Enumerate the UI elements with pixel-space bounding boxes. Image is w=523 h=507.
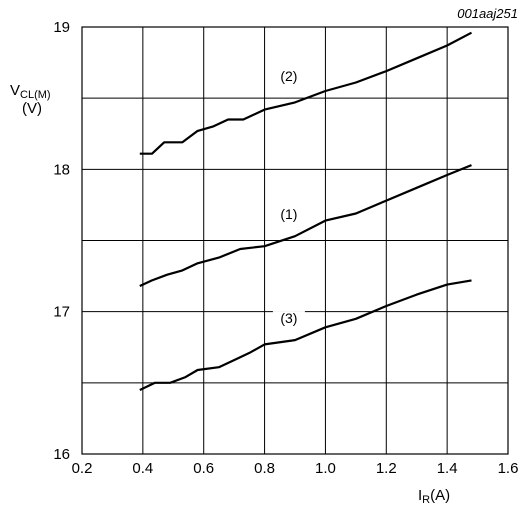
- x-tick-label: 1.4: [437, 460, 458, 477]
- y-axis-label-sub: CL(M): [20, 89, 51, 101]
- curve-label-bg: [272, 207, 305, 225]
- x-axis-label-main: I: [418, 487, 422, 504]
- curve-label-bg: [272, 69, 305, 87]
- curve-label: (2): [280, 68, 297, 84]
- y-axis-label-main: V: [10, 82, 20, 99]
- x-tick-label: 0.6: [193, 460, 214, 477]
- curve-label: (3): [280, 310, 297, 326]
- y-tick-label: 17: [53, 304, 70, 321]
- y-axis-unit: (V): [22, 100, 42, 117]
- curve-label: (1): [280, 206, 297, 222]
- labels-layer: 0.2 0.4 0.6 0.8 1.0 1.2 1.4 1.6 16 17 18 19 (2) (1) (3…: [53, 19, 518, 477]
- series-line-3: [139, 279, 472, 391]
- x-axis-label: IR(A): [418, 487, 450, 506]
- x-tick-label: 1.0: [315, 460, 336, 477]
- grid: [81, 26, 509, 455]
- figure-reference: 001aaj251: [457, 6, 518, 21]
- series-layer: [139, 31, 473, 391]
- y-axis-label: VCL(M): [10, 82, 51, 101]
- x-axis-label-sub: R: [422, 494, 430, 506]
- plot-frame: [81, 26, 509, 455]
- series-line-1: [139, 31, 473, 155]
- y-tick-label: 19: [53, 19, 70, 36]
- x-tick-label: 1.6: [498, 460, 519, 477]
- x-tick-label: 0.8: [254, 460, 275, 477]
- x-tick-label: 0.4: [132, 460, 153, 477]
- x-axis-label-unit: (A): [430, 487, 450, 504]
- series-line-2: [139, 164, 472, 287]
- y-tick-label: 16: [53, 446, 70, 463]
- y-tick-label: 18: [53, 161, 70, 178]
- x-tick-label: 0.2: [72, 460, 93, 477]
- curve-label-bg: [272, 311, 305, 329]
- x-tick-label: 1.2: [376, 460, 397, 477]
